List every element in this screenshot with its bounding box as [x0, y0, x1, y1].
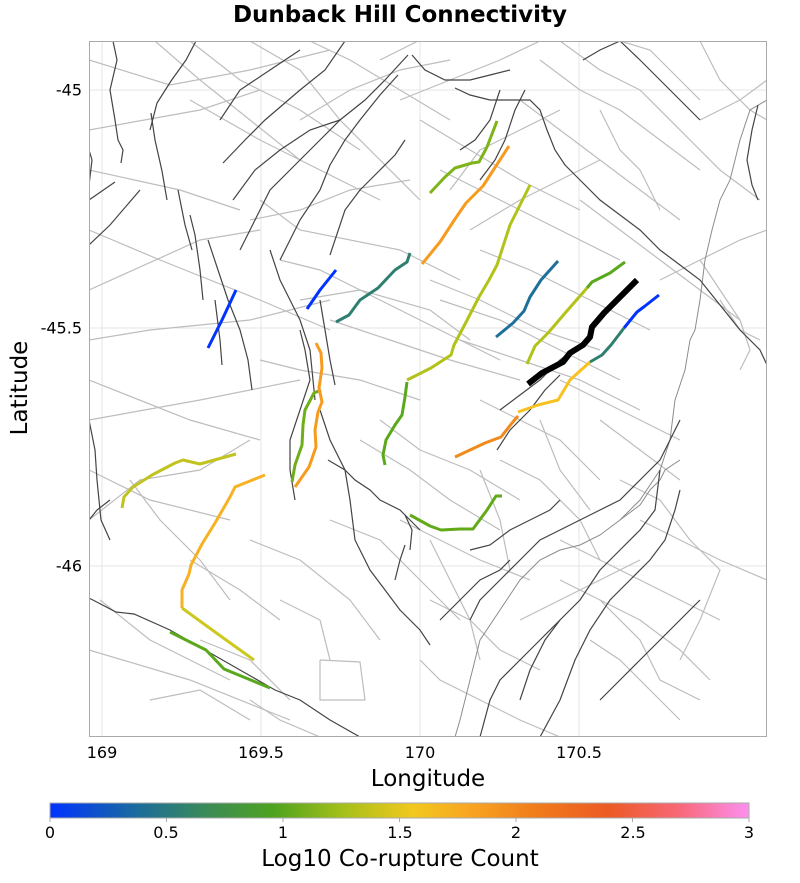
rupture-fault-11 [381, 381, 409, 466]
plot-frame [89, 41, 767, 737]
rupture-fault-8b [585, 260, 626, 289]
rupture-fault-12 [290, 388, 322, 483]
rupture-fault-10 [454, 415, 520, 459]
colorbar-tick-label: 3 [743, 823, 755, 842]
rupture-fault-18 [409, 494, 502, 532]
rupture-fault-4 [428, 120, 499, 195]
colorbar-tick-label: 2 [510, 823, 522, 842]
rupture-fault-8 [525, 287, 589, 365]
x-axis-label: Longitude [370, 766, 486, 792]
colorbar-tick-label: 1 [277, 823, 289, 842]
rupture-fault-17 [169, 630, 271, 690]
rupture-fault-15 [180, 473, 266, 608]
colorbar-tick-label: 2.5 [620, 823, 646, 842]
colorbar-gradient [49, 802, 750, 819]
dark-faults [89, 41, 767, 737]
rupture-fault-9 [517, 360, 591, 414]
colorbar-tick-label: 0 [44, 823, 56, 842]
gridlines [89, 41, 767, 737]
rupture-fault-9c [622, 293, 660, 329]
rupture-fault-3 [335, 252, 412, 324]
x-tick-label: 169.5 [238, 743, 284, 762]
rupture-fault-5 [420, 145, 511, 265]
chart-title: Dunback Hill Connectivity [232, 2, 568, 28]
rupture-fault-1 [206, 289, 238, 349]
x-tick-label: 170.5 [556, 743, 602, 762]
x-tick-label: 170 [404, 743, 436, 762]
rupture-fault-2 [305, 269, 338, 310]
rupture-fault-9b [589, 327, 626, 364]
coastline [454, 99, 767, 737]
colored-ruptures [120, 120, 660, 690]
rupture-fault-13 [293, 342, 324, 488]
background-faults [89, 41, 767, 737]
rupture-fault-7 [495, 259, 560, 339]
y-axis-label: Latitude [7, 340, 33, 436]
rupture-fault-6 [406, 184, 532, 382]
rupture-fault-14 [120, 452, 237, 509]
y-tick-label: -45 [55, 80, 82, 100]
dunback-hill-fault [526, 277, 640, 387]
colorbar-tick-label: 1.5 [387, 823, 413, 842]
colorbar-tick-label: 0.5 [153, 823, 179, 842]
colorbar-label: Log10 Co-rupture Count [261, 846, 539, 872]
rupture-fault-16 [181, 606, 255, 662]
x-tick-label: 169 [86, 743, 118, 762]
y-tick-label: -45.5 [40, 318, 82, 338]
y-tick-label: -46 [55, 556, 82, 576]
